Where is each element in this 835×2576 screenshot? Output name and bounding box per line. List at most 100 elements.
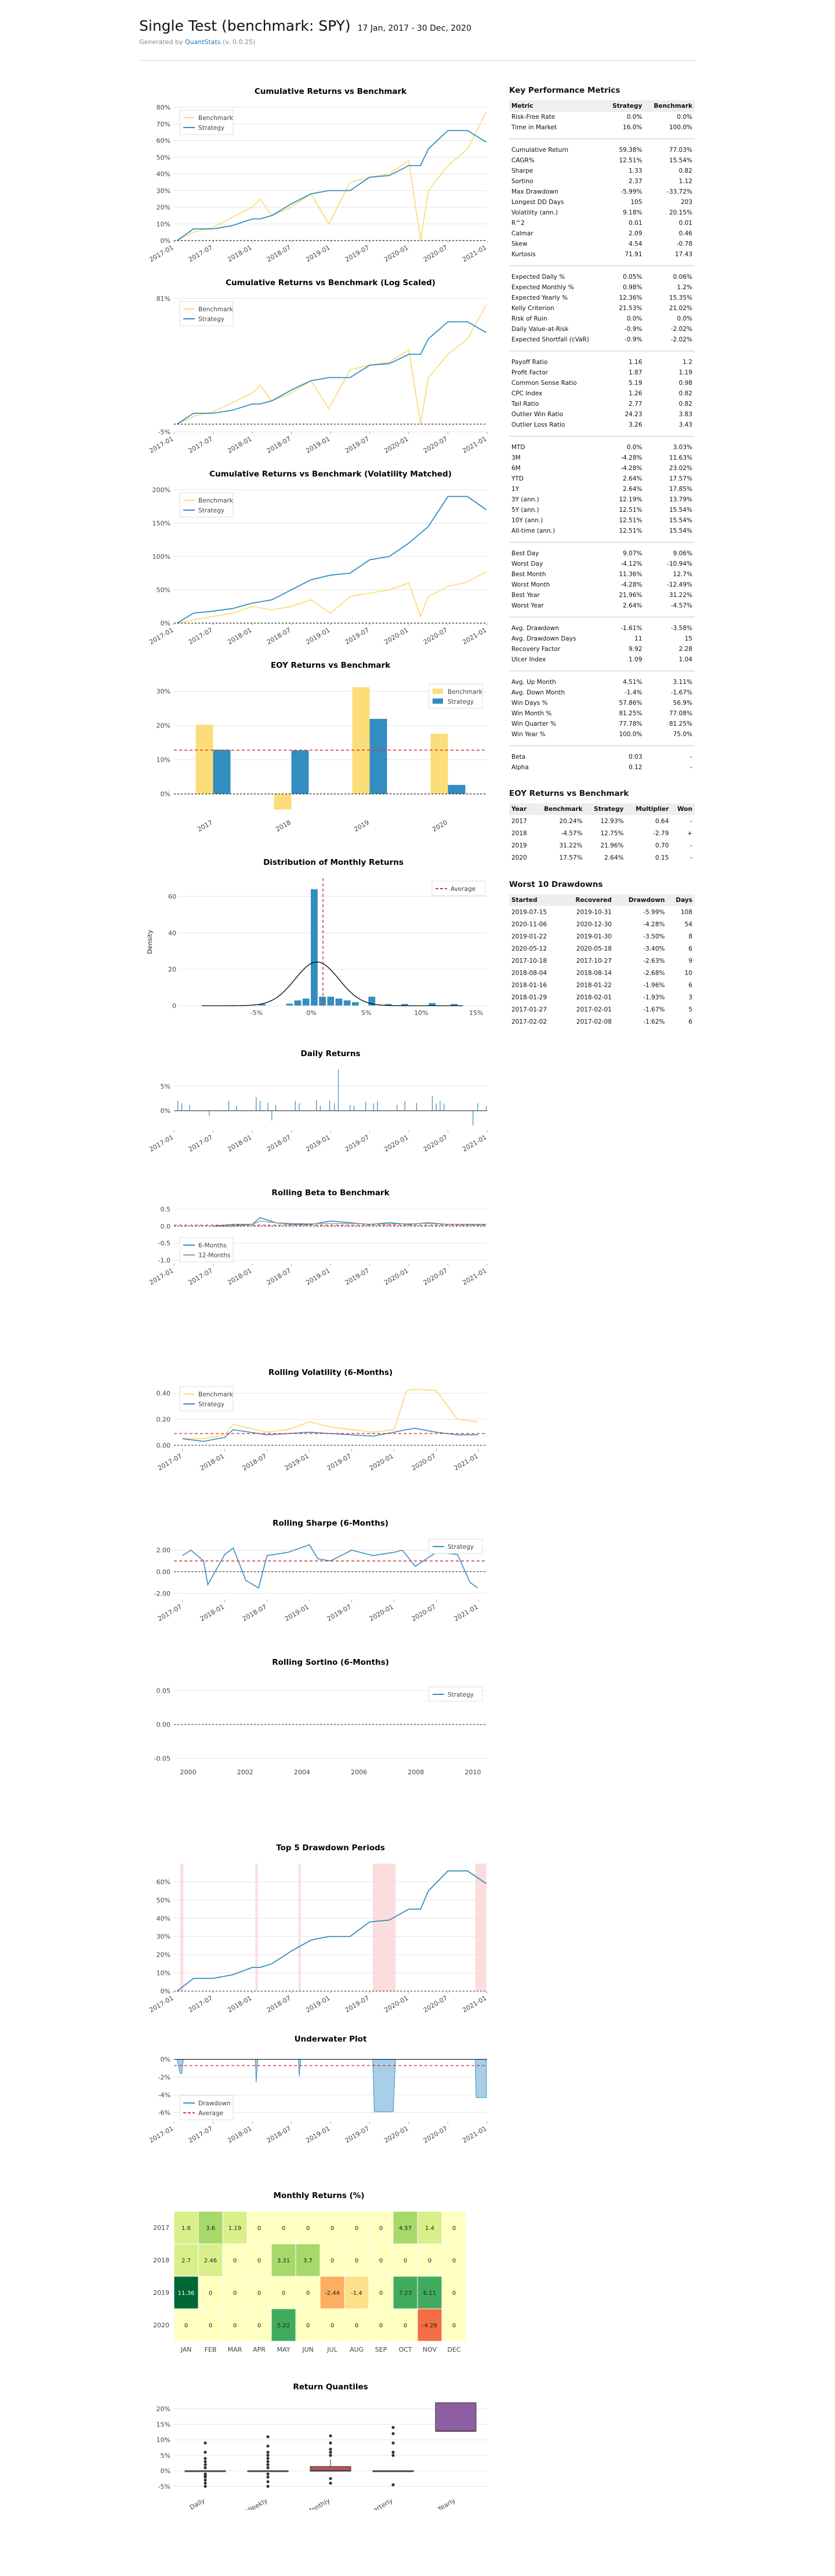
x-tick-label: 2017-01 — [148, 1267, 175, 1286]
metric-value: 1.12 — [678, 178, 692, 185]
drawdown-cell: -3.40% — [643, 945, 665, 952]
metric-name: Sortino — [511, 178, 533, 185]
metric-value: 0.0% — [677, 114, 692, 121]
legend-box — [179, 1237, 234, 1262]
metric-value: -2.02% — [670, 336, 692, 343]
chart-title: Monthly Returns (%) — [274, 2191, 365, 2200]
x-tick-label: -5% — [251, 1009, 263, 1017]
heatmap-cell-label: 0 — [209, 2290, 212, 2297]
metric-value: 12.51% — [619, 507, 642, 514]
x-tick-label: 2019-07 — [344, 1267, 371, 1286]
eoy-table: Year Benchmark Strategy Multiplier Won 2017 2… — [509, 803, 695, 864]
metric-row: Risk-Free Rate 0.0% 0.0% — [509, 112, 695, 122]
drawdown-cell: -1.93% — [643, 994, 665, 1001]
y-tick-label: 0% — [161, 2056, 170, 2064]
y-tick-label: 30% — [157, 187, 170, 195]
metric-row: Volatility (ann.) 9.18% 20.15% — [509, 208, 695, 218]
eoy-cell: 2020 — [511, 854, 527, 861]
y-tick-label: 0.00 — [157, 1569, 171, 1576]
legend-swatch — [433, 689, 443, 694]
metric-value: 11.63% — [669, 454, 692, 461]
metric-row: Recovery Factor 9.92 2.28 — [509, 644, 695, 654]
y-tick-label: 2.00 — [157, 1547, 171, 1554]
drawdown-row: 2019-01-22 2019-01-30 -3.50% 8 — [509, 930, 695, 943]
heatmap-cell — [198, 2308, 223, 2342]
x-tick-label: Quarterly — [364, 2497, 394, 2510]
metric-value: 15 — [684, 635, 692, 642]
heatmap-cell-label: 4.57 — [399, 2225, 412, 2232]
metric-name: Expected Daily % — [511, 274, 565, 281]
quantile-outlier — [266, 2450, 270, 2454]
y-tick-label: 10% — [157, 2436, 170, 2444]
y-tick-label: 200% — [153, 486, 170, 494]
heatmap-cell-label: 1.19 — [228, 2225, 241, 2232]
heatmap-cell — [344, 2243, 369, 2277]
month-label: JUL — [326, 2346, 337, 2353]
metric-value: -1.4% — [625, 689, 642, 696]
metric-value: 0.82 — [678, 390, 692, 397]
histogram-bar — [310, 889, 318, 1006]
month-label: FEB — [205, 2346, 217, 2353]
metric-name: Best Month — [511, 571, 546, 578]
drawdown-cell: 6 — [688, 1018, 692, 1025]
x-tick-label: 2021-01 — [461, 1994, 488, 2014]
metric-name: Calmar — [511, 230, 533, 237]
eoy-row: 2018 -4.57% 12.75% -2.79 + — [509, 827, 695, 839]
x-tick-label: 2008 — [408, 1769, 424, 1776]
chart-title: Rolling Sharpe (6-Months) — [273, 1519, 389, 1528]
y-tick-label: 0.20 — [157, 1416, 171, 1423]
y-tick-label: -5% — [158, 2483, 170, 2490]
x-tick-label: 2017-07 — [157, 1452, 183, 1472]
x-tick-label: 2017-01 — [148, 2124, 175, 2144]
bar-benchmark — [430, 733, 448, 794]
metric-group-gap — [509, 617, 695, 624]
tables-column: Key Performance Metrics Metric Strategy … — [509, 86, 695, 1028]
metric-name: Tail Ratio — [511, 401, 539, 407]
heatmap-cell-label: 0 — [233, 2290, 237, 2297]
quantstats-link[interactable]: QuantStats — [184, 38, 221, 46]
metric-value: 0.01 — [629, 220, 642, 227]
heatmap-cell-label: 0 — [282, 2225, 285, 2232]
metric-group-divider — [509, 133, 695, 139]
metric-value: 0.0% — [677, 315, 692, 322]
metric-row: Worst Day -4.12% -10.94% — [509, 559, 695, 569]
x-tick-label: 2018-01 — [226, 243, 253, 263]
heatmap-cell-label: 0 — [355, 2225, 358, 2232]
quantile-outlier — [266, 2480, 270, 2483]
month-label: MAY — [277, 2346, 291, 2353]
y-tick-label: 60 — [168, 893, 176, 900]
chart-title: Cumulative Returns vs Benchmark (Log Sca… — [226, 278, 435, 288]
x-tick-label: 2019-01 — [304, 435, 331, 454]
legend-label: Average — [451, 886, 475, 893]
drawdown-cell: 54 — [684, 920, 692, 928]
x-tick-label: 2019-01 — [304, 626, 331, 646]
metric-value: 17.43 — [674, 251, 692, 258]
heatmap-cell — [441, 2211, 467, 2244]
drawdown-cell: 2018-02-01 — [576, 994, 612, 1001]
daily-returns-chart: Daily Returns 0% 5% 2017-01 2017-07 2018-01 20… — [148, 1049, 488, 1154]
quantile-outlier — [204, 2441, 207, 2445]
metric-name: Skew — [511, 241, 528, 248]
drawdown-cell: 2020-11-06 — [511, 920, 547, 928]
quantile-outlier — [329, 2454, 332, 2457]
eoy-cell: - — [690, 817, 692, 825]
metric-value: 0.12 — [629, 764, 642, 771]
drawdown-cell: 6 — [688, 945, 692, 952]
month-label: OCT — [398, 2346, 412, 2353]
rolling-sharpe-chart: Rolling Sharpe (6-Months) -2.00 0.00 2.00 20… — [154, 1519, 487, 1623]
heatmap-cell-label: 1.6 — [181, 2225, 191, 2232]
heatmap-cell-label: 1.4 — [425, 2225, 434, 2232]
metric-value: 57.86% — [619, 700, 642, 707]
quantile-outlier — [391, 2426, 395, 2429]
heatmap-cell-label: 0 — [257, 2323, 261, 2329]
year-label: 2019 — [153, 2289, 169, 2297]
quantile-outlier — [329, 2450, 332, 2454]
metric-value: 21.02% — [669, 305, 692, 312]
x-tick-label: 2018-01 — [226, 1267, 253, 1286]
metric-value: 15.35% — [669, 294, 692, 301]
y-tick-label: 0% — [161, 2468, 170, 2475]
drawdown-cell: -2.63% — [643, 957, 665, 965]
x-tick-label: 2019-07 — [344, 1133, 371, 1153]
drawdown-period-shade — [255, 1864, 258, 1991]
drawdown-cell: 5 — [688, 1006, 692, 1013]
